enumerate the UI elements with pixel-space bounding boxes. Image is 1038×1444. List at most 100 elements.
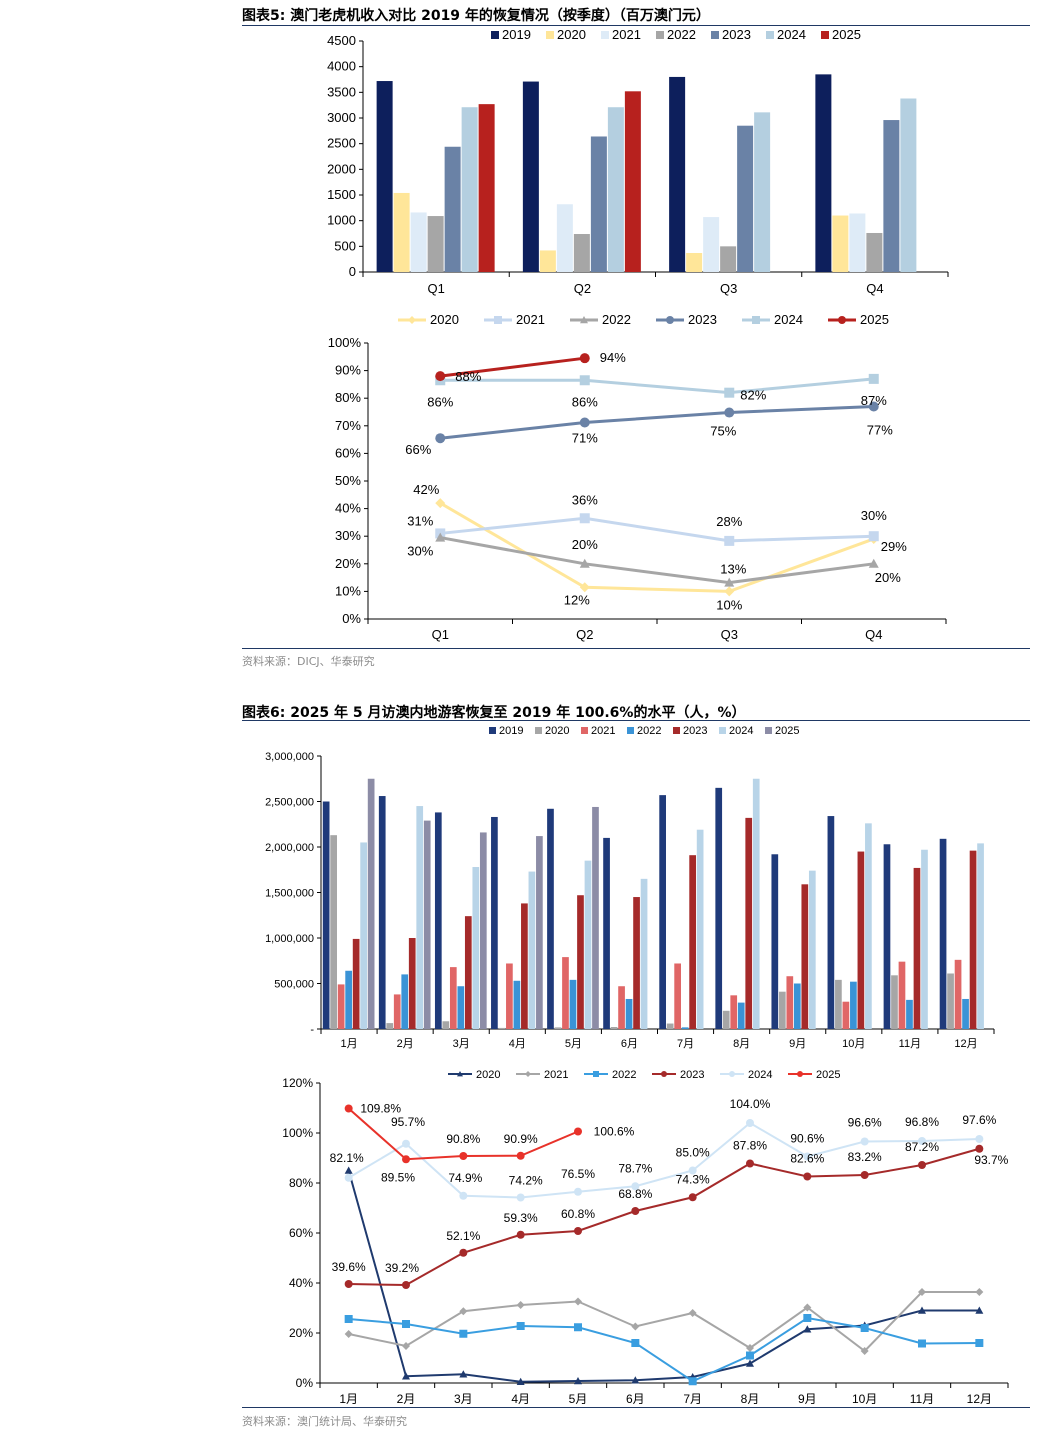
point-2024-3月 (459, 1191, 468, 1200)
point-2024-12月 (975, 1135, 984, 1143)
y-tick-label: 3000 (327, 110, 356, 125)
point-2020-1月 (344, 1166, 353, 1174)
bar-2021-3月 (449, 967, 457, 1029)
bar-2021-Q1 (410, 212, 427, 272)
bar-2019-Q4 (815, 74, 832, 272)
bar-2025-5月 (592, 806, 599, 1029)
data-label-2024-6月: 78.7% (618, 1161, 652, 1175)
bar-2021-2月 (393, 994, 401, 1029)
legend-label-2021: 2021 (516, 312, 545, 327)
legend-label-2024: 2024 (729, 725, 753, 737)
point-2023-3月 (459, 1248, 468, 1257)
data-label-2023-11月: 87.2% (905, 1140, 939, 1154)
x-tick-label: 4月 (511, 1392, 530, 1406)
point-2021-1月 (344, 1330, 353, 1338)
point-2021-10月 (860, 1347, 869, 1355)
data-label-2024-11月: 96.8% (905, 1115, 939, 1129)
y-tick-label: 70% (335, 418, 361, 433)
y-tick-label: 1,000,000 (265, 933, 314, 945)
data-label-2023-2月: 39.2% (385, 1261, 419, 1275)
point-2023-11月 (918, 1161, 926, 1169)
point-2023-4月 (516, 1230, 525, 1239)
point-2021-7月 (688, 1309, 697, 1317)
legend-label-2025: 2025 (775, 725, 799, 737)
point-2021-9月 (803, 1303, 812, 1312)
figure5-title-rule (242, 25, 1030, 26)
bar-2019-5月 (547, 808, 554, 1029)
legend-label-2023: 2023 (680, 1069, 704, 1081)
point-2021-11月 (918, 1288, 926, 1296)
figure6-title: 图表6: 2025 年 5 月访澳内地游客恢复至 2019 年 100.6%的水… (242, 705, 746, 721)
point-2022-9月 (803, 1314, 812, 1322)
legend-marker-2023 (666, 316, 674, 324)
bar-2025-1月 (367, 778, 375, 1029)
y-tick-label: 60% (289, 1226, 313, 1240)
point-2024-7月 (688, 1166, 697, 1175)
bar-2021-6月 (618, 986, 625, 1029)
x-tick-label: Q2 (574, 281, 591, 296)
point-2021-8月 (746, 1344, 754, 1352)
legend-swatch-2020 (546, 31, 554, 39)
point-2025-2月 (402, 1155, 410, 1164)
y-tick-label: 80% (289, 1176, 313, 1190)
bar-2025-Q1 (478, 104, 495, 272)
data-label-2021-Q4: 30% (861, 508, 887, 523)
data-label-2020-Q1: 42% (413, 482, 439, 497)
legend-label-2022: 2022 (612, 1069, 636, 1081)
bar-2019-9月 (771, 854, 779, 1029)
legend-swatch-2022 (627, 727, 634, 734)
bar-2021-9月 (786, 976, 794, 1029)
figure6-source-rule (242, 1407, 1030, 1408)
legend-swatch-2024 (766, 31, 774, 39)
legend-swatch-2019 (491, 31, 499, 39)
y-tick-label: 3500 (327, 84, 356, 99)
y-tick-label: 0 (349, 264, 356, 279)
point-2023-Q1 (435, 433, 446, 444)
bar-2019-10月 (827, 816, 835, 1029)
point-2020-8月 (746, 1359, 754, 1367)
y-tick-label: 2,000,000 (265, 842, 314, 854)
legend-label-2019: 2019 (502, 27, 531, 42)
data-label-2024-Q3: 82% (740, 388, 766, 403)
point-2023-10月 (860, 1171, 869, 1179)
point-2025-5月 (574, 1127, 582, 1136)
legend-label-2022: 2022 (602, 312, 631, 327)
bar-2020-7月 (666, 1023, 674, 1029)
bar-2020-Q3 (686, 253, 703, 272)
bar-2023-3月 (464, 916, 472, 1029)
bar-2024-Q3 (754, 112, 771, 272)
legend-marker-2022 (593, 1071, 599, 1077)
x-tick-label: 1月 (340, 1038, 357, 1050)
bar-2020-6月 (610, 1026, 618, 1029)
bar-2023-Q3 (737, 125, 754, 272)
data-label-2023-Q3: 75% (710, 424, 736, 439)
x-tick-label: 3月 (454, 1392, 473, 1406)
x-tick-label: 9月 (798, 1392, 817, 1406)
x-tick-label: 1月 (339, 1392, 358, 1406)
data-label-2023-Q1: 66% (405, 442, 431, 457)
y-tick-label: 30% (335, 528, 361, 543)
point-2020-9月 (803, 1325, 812, 1333)
bar-2019-Q2 (522, 81, 539, 272)
legend-label-2022: 2022 (637, 725, 661, 737)
point-2021-12月 (975, 1288, 984, 1296)
point-2022-5月 (574, 1323, 582, 1332)
data-label-2024-8月: 104.0% (730, 1097, 771, 1111)
bar-2019-Q1 (376, 81, 393, 272)
point-2023-9月 (803, 1172, 812, 1181)
data-label-2025-3月: 90.8% (446, 1132, 480, 1146)
bar-2021-8月 (730, 995, 738, 1029)
bar-2021-Q3 (703, 217, 720, 272)
bar-2025-3月 (479, 832, 487, 1029)
bar-2024-2月 (416, 806, 424, 1029)
legend-swatch-2025 (765, 727, 772, 734)
bar-2021-1月 (337, 984, 345, 1029)
x-tick-label: 2月 (397, 1038, 414, 1050)
point-2024-8月 (746, 1119, 754, 1127)
data-label-2024-Q4: 87% (861, 393, 887, 408)
legend-label-2024: 2024 (748, 1069, 772, 1081)
legend-swatch-2021 (581, 727, 588, 734)
y-tick-label: - (310, 1024, 314, 1036)
x-tick-label: 5月 (565, 1038, 582, 1050)
data-label-2025-Q2: 94% (600, 350, 626, 365)
